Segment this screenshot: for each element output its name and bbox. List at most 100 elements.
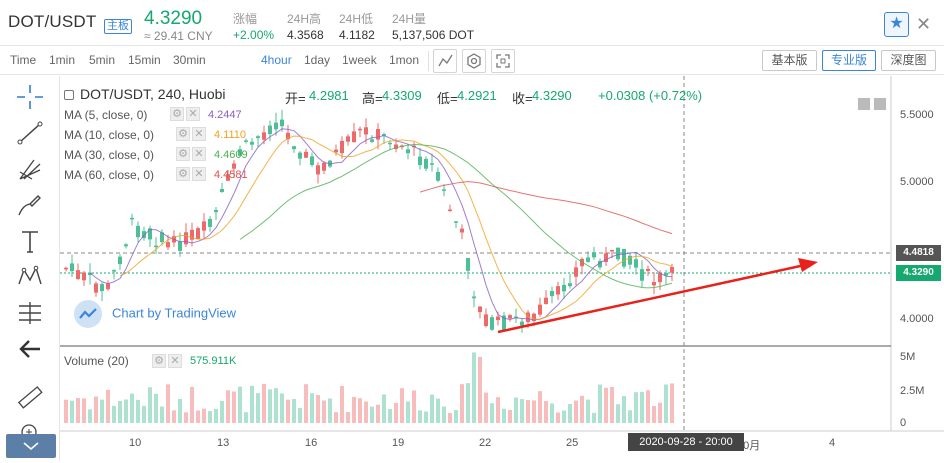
indicator-ma5-controls[interactable]: ⚙ ✕ [170,107,202,121]
settings-icon: ⚙ [176,127,190,141]
volume-bar [220,400,224,423]
candle-body [568,283,572,287]
brush-tool[interactable] [14,190,46,220]
settings-icon: ⚙ [170,107,184,121]
favorite-button[interactable]: ★ [884,12,909,37]
candle-body [250,141,254,145]
interval-30min[interactable]: 30min [173,53,206,67]
candle-body [148,228,152,240]
volume-bar [622,396,626,423]
gear-icon [467,53,481,69]
chart-title: DOT/USDT, 240, Huobi [64,86,226,102]
candle-body [244,140,248,142]
interval-15min[interactable]: 15min [128,53,161,67]
candle-body [556,286,560,295]
maximize-pane-icon[interactable] [874,98,886,110]
brush-icon [18,195,41,216]
interval-5min[interactable]: 5min [89,53,116,67]
volume-axis-label: 5M [900,351,916,363]
volume-bar [226,390,230,423]
chart-canvas[interactable] [60,76,944,461]
volume-bar [172,410,176,423]
interval-1day[interactable]: 1day [304,53,331,67]
price-chart[interactable]: DOT/USDT, 240, Huobi 开= 4.2981 高= 4.3309… [60,76,944,461]
time-axis-label: 4 [829,437,836,449]
volume-bar [352,396,356,423]
pattern-tool[interactable] [14,262,46,292]
candle-body [268,125,272,135]
close-icon: ✕ [915,14,932,34]
view-pro-button[interactable]: 专业版 [822,50,876,71]
volume-bar [520,399,524,423]
crosshair-tool[interactable] [14,82,46,112]
volume-bar [376,404,380,423]
fib-tool[interactable] [14,154,46,184]
volume-bar [652,406,656,423]
trendline-tool[interactable] [14,118,46,148]
close-icon: ✕ [168,354,182,368]
scroll-down-icon[interactable] [858,98,870,110]
ohlc-low-label: 低= [437,91,458,106]
indicator-ma5[interactable]: MA (5, close, 0) [64,108,147,122]
indicator-ma10[interactable]: MA (10, close, 0) [64,128,154,142]
candle-body [610,249,614,252]
tradingview-watermark[interactable]: Chart by TradingView [74,300,236,328]
candle-body [340,140,344,154]
candle-body [460,228,464,233]
candle-body [640,269,644,281]
settings-button[interactable] [462,49,486,73]
interval-1min[interactable]: 1min [49,53,76,67]
interval-1week[interactable]: 1week [342,53,377,67]
indicator-ma30[interactable]: MA (30, close, 0) [64,148,154,162]
candle-body [118,256,122,265]
volume-bar [412,390,416,423]
indicator-ma60-value: 4.4581 [214,169,248,181]
volume-bar [262,383,266,423]
candle-body [430,163,434,165]
candle-body [586,257,590,262]
price-axis-label: 5.0000 [900,176,934,188]
collapse-button[interactable] [6,434,56,458]
indicator-ma10-controls[interactable]: ⚙ ✕ [176,127,208,141]
collapse-legend-icon[interactable] [64,90,74,100]
interval-4hour[interactable]: 4hour [261,53,292,67]
ohlc-low: 4.2921 [457,88,497,103]
volume-indicator-controls[interactable]: ⚙ ✕ [152,354,184,368]
fullscreen-button[interactable] [491,49,515,73]
volume-bar [664,384,668,423]
indicator-ma60-controls[interactable]: ⚙ ✕ [176,167,208,181]
stat-high-label: 24H高 [287,12,322,26]
candle-body [484,314,488,327]
candle-body [502,315,506,331]
indicator-ma30-controls[interactable]: ⚙ ✕ [176,147,208,161]
interval-1mon[interactable]: 1mon [389,53,420,67]
volume-bar [358,398,362,423]
pitchfork-icon [19,159,41,180]
text-tool[interactable] [14,226,46,256]
candle-body [628,255,632,265]
volume-bar [118,400,122,423]
view-depth-button[interactable]: 深度图 [881,50,936,71]
candle-body [550,291,554,297]
volume-bar [616,404,620,423]
candle-body [664,272,668,276]
view-basic-button[interactable]: 基本版 [762,50,817,71]
volume-bar [184,412,188,423]
back-tool[interactable] [14,334,46,364]
indicator-ma60[interactable]: MA (60, close, 0) [64,168,154,182]
time-axis-label: 19 [392,437,405,449]
volume-bar [430,394,434,423]
volume-bar [136,399,140,423]
candle-body [352,131,356,143]
volume-bar [274,388,278,423]
interval-time[interactable]: Time [10,53,37,67]
volume-bar [130,393,134,423]
volume-axis-label: 2.5M [900,385,925,397]
close-button[interactable]: ✕ [911,12,936,37]
prediction-tool[interactable] [14,298,46,328]
tradingview-logo-icon [74,300,102,328]
indicator-ma30-label: MA (30, close, 0) [64,148,155,162]
chart-type-button[interactable] [433,49,457,73]
volume-indicator-label[interactable]: Volume (20) [64,354,129,368]
ruler-tool[interactable] [14,382,46,412]
